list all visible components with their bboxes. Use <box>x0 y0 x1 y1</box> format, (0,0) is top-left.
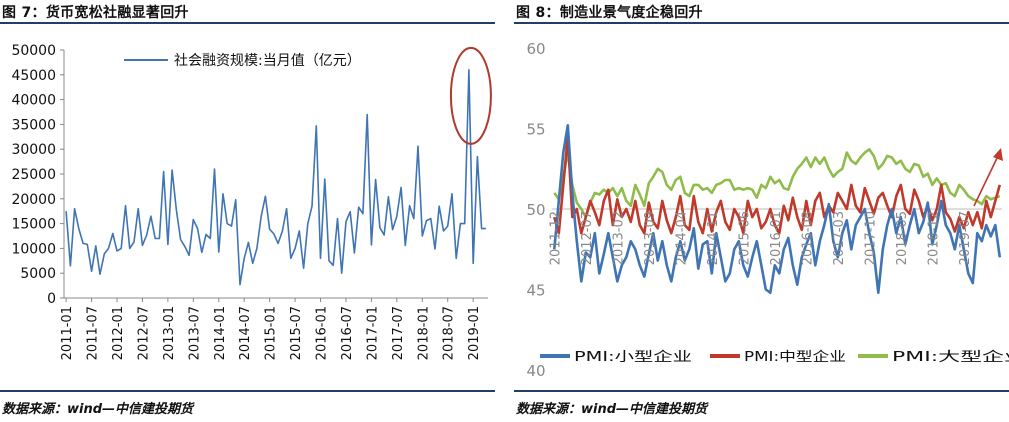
x-tick-label: 2019-07 <box>958 211 973 265</box>
x-tick-label: 2018-05 <box>895 211 910 265</box>
right-figure-panel: 图 8：制造业景气度企稳回升 40 45 50 55 60 2011-12 2012-07 2… <box>514 0 1009 422</box>
y-tick-label: 30000 <box>11 142 56 158</box>
x-tick-label: 2014-07 <box>238 306 253 360</box>
highlight-circle <box>449 46 492 145</box>
x-tick-label: 2013-07 <box>187 306 202 360</box>
y-tick-label: 25000 <box>11 167 56 183</box>
x-tick-label: 2017-03 <box>832 211 847 265</box>
x-tick-label: 2015-07 <box>289 306 304 360</box>
social-financing-chart: 0 5000 10000 15000 20000 25000 30000 35000 40000… <box>11 43 492 360</box>
legend-label: PMI:大型企业 <box>892 349 1009 365</box>
series-line <box>553 124 1002 295</box>
x-tick-label: 2018-07 <box>442 306 457 360</box>
x-tick-label: 2014-04 <box>674 211 689 265</box>
x-tick-label: 2016-01 <box>315 306 330 360</box>
x-tick-label: 2012-07 <box>580 211 595 265</box>
x-tick-label: 2016-07 <box>340 306 355 360</box>
y-tick-label: 10000 <box>11 241 56 257</box>
x-tick-label: 2014-01 <box>213 306 228 360</box>
y-tick-label: 15000 <box>11 217 56 233</box>
x-tick-label: 2013-09 <box>643 211 658 265</box>
y-tick-label: 40000 <box>11 93 56 109</box>
y-tick-label: 45000 <box>11 68 56 84</box>
y-tick-label: 0 <box>47 291 56 307</box>
x-tick-label: 2017-01 <box>365 306 380 360</box>
y-tick-label: 5000 <box>20 266 56 282</box>
legend-label: PMI:中型企业 <box>744 349 846 365</box>
x-tick-label: 2015-06 <box>737 211 752 265</box>
figure-title: 图 8：制造业景气度企稳回升 <box>516 5 703 21</box>
y-tick-label: 55 <box>526 121 545 139</box>
y-tick-label: 50000 <box>11 43 56 59</box>
x-tick-label: 2015-01 <box>264 306 279 360</box>
x-tick-label: 2016-08 <box>800 211 815 265</box>
source-note: 数据来源：wind—中信建投期货 <box>2 402 194 417</box>
y-tick-label: 35000 <box>11 117 56 133</box>
legend-label: 社会融资规模:当月值（亿元） <box>174 53 361 69</box>
y-tick-label: 60 <box>526 40 545 58</box>
x-tick-label: 2012-01 <box>111 306 126 360</box>
x-tick-label: 2011-12 <box>548 211 563 265</box>
trend-arrow <box>973 155 999 207</box>
footer-rule <box>514 390 1009 392</box>
x-tick-label: 2017-07 <box>391 306 406 360</box>
x-tick-label: 2018-01 <box>416 306 431 360</box>
x-tick-label: 2011-01 <box>60 306 75 360</box>
legend-label: PMI:小型企业 <box>574 349 692 365</box>
x-tick-label: 2011-07 <box>86 306 101 360</box>
x-tick-label: 2019-01 <box>467 306 482 360</box>
left-figure-panel: 图 7：货币宽松社融显著回升 0 5000 10000 15000 20000 25000… <box>0 0 495 422</box>
y-tick-label: 40 <box>526 362 545 380</box>
x-tick-label: 2012-07 <box>136 306 151 360</box>
x-tick-label: 2016-01 <box>769 211 784 265</box>
footer-rule <box>0 390 495 392</box>
y-tick-label: 20000 <box>11 192 56 208</box>
x-tick-label: 2013-02 <box>611 211 626 265</box>
x-tick-label: 2018-12 <box>926 211 941 265</box>
trend-arrow-head <box>993 148 1003 161</box>
series-line <box>553 148 1001 219</box>
x-tick-label: 2013-01 <box>162 306 177 360</box>
y-tick-label: 45 <box>526 282 545 300</box>
header-rule <box>0 22 495 24</box>
figure-title: 图 7：货币宽松社融显著回升 <box>2 5 189 21</box>
header-rule <box>514 22 1009 24</box>
source-note: 数据来源：wind—中信建投期货 <box>516 402 708 417</box>
y-tick-label: 50 <box>526 201 545 219</box>
series-line <box>65 68 486 286</box>
x-tick-label: 2017-10 <box>863 211 878 265</box>
pmi-chart: 40 45 50 55 60 2011-12 2012-07 2013-02 2013-09 20… <box>526 40 1009 380</box>
x-tick-label: 2014-11 <box>706 211 721 265</box>
